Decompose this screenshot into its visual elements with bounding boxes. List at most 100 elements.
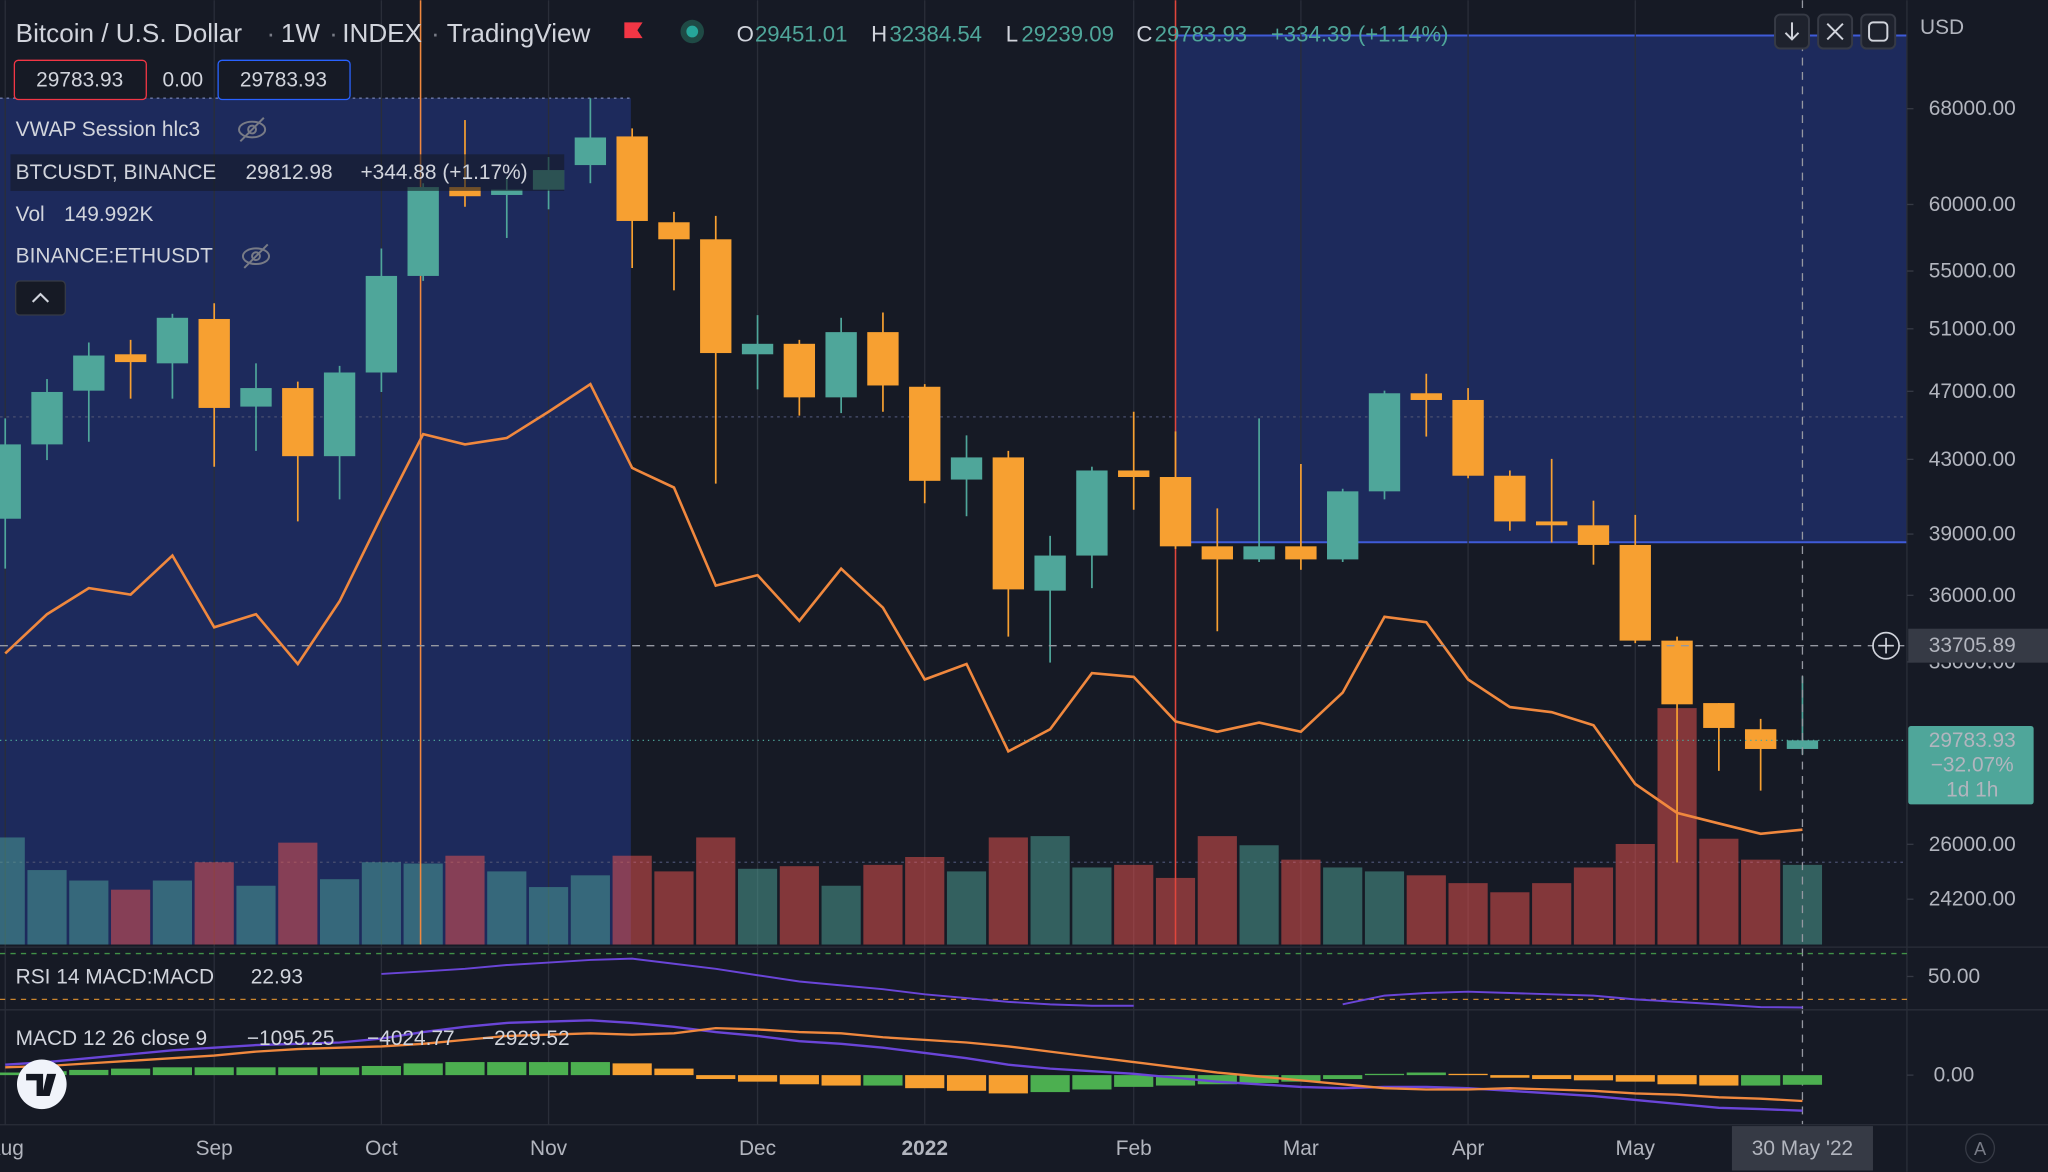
x-crosshair-box — [1731, 1126, 1873, 1171]
macd-histogram-bar — [236, 1067, 276, 1076]
signal-line — [5, 1026, 1803, 1103]
macd-histogram-bar — [1490, 1075, 1530, 1078]
macd-histogram-bar — [361, 1065, 401, 1076]
buy-price[interactable]: 29783.93 — [240, 68, 327, 91]
volume-bar — [27, 870, 67, 945]
buy-box[interactable] — [217, 59, 351, 101]
sell-price[interactable]: 29783.93 — [36, 68, 123, 91]
macd-histogram-bar — [1573, 1075, 1614, 1081]
candle-body — [1285, 546, 1317, 560]
candle-body — [700, 239, 732, 354]
candle-body — [783, 343, 816, 398]
volume-bar — [194, 862, 234, 945]
candle-body — [1494, 475, 1526, 522]
axis-layer: Aug Sep Oct Nov Dec 2022 Feb Mar Apr May 30 May '2… — [0, 97, 2048, 1171]
volume-bar — [236, 885, 276, 945]
button[interactable] — [1860, 13, 1897, 50]
collapse-button[interactable] — [15, 280, 66, 316]
flag-icon[interactable] — [624, 22, 643, 39]
volume-bar — [1448, 883, 1488, 945]
x-tick-label: May — [1616, 1137, 1656, 1160]
x-tick-label: Feb — [1116, 1137, 1152, 1160]
y-tick-label: 55000.00 — [1929, 260, 2016, 283]
volume-bar — [1364, 871, 1405, 945]
candle-body — [198, 318, 230, 408]
macd-histogram-bar — [194, 1067, 234, 1076]
x-tick-label: Dec — [739, 1137, 776, 1160]
collapse-icon — [31, 292, 50, 303]
macd-histogram-bar — [1030, 1075, 1070, 1093]
separator: · — [329, 18, 338, 48]
eye-icon[interactable] — [241, 243, 271, 269]
macd-histogram-bar — [1615, 1075, 1655, 1082]
macd-tick-label: 0.00 — [1934, 1064, 1975, 1087]
last-price-change: −32.07% — [1931, 754, 2014, 777]
candle-body — [1327, 491, 1359, 560]
candle-body — [407, 187, 439, 276]
logo[interactable] — [16, 1059, 67, 1110]
y-tick-label: 26000.00 — [1929, 833, 2016, 856]
candle-body — [1661, 640, 1693, 705]
eye-icon[interactable] — [238, 117, 267, 142]
macd-histogram-bar — [1448, 1073, 1488, 1076]
ohlc-change: +334.39 (+1.14%) — [1271, 22, 1449, 47]
volume-bar — [737, 868, 778, 945]
macd-histogram-bar — [1699, 1075, 1739, 1086]
y-tick-label: 43000.00 — [1929, 448, 2016, 471]
symbol-title: Bitcoin / U.S. Dollar — [16, 18, 243, 48]
macd-legend-value: −1095.25 — [247, 1027, 335, 1050]
macd-histogram-bar — [654, 1068, 694, 1076]
autoscale-button[interactable] — [1965, 1133, 1996, 1164]
legend-bg — [10, 154, 565, 191]
macd-histogram-bar — [1532, 1075, 1572, 1080]
sell-box[interactable] — [13, 59, 147, 101]
candle-body — [1243, 546, 1275, 560]
volume-bar — [320, 879, 360, 945]
macd-legend[interactable]: MACD 12 26 close 9 — [16, 1027, 207, 1050]
legend-compare[interactable]: BINANCE:ETHUSDT — [16, 245, 213, 268]
volume-bar — [988, 837, 1028, 945]
candle-body — [867, 332, 899, 386]
candle-body — [1577, 525, 1610, 545]
autoscale-label[interactable]: A — [1974, 1138, 1987, 1159]
candle-body — [1159, 477, 1192, 547]
candle-body — [1703, 703, 1735, 728]
volume-bar — [1699, 838, 1739, 945]
macd-histogram-bar — [320, 1067, 360, 1076]
status-dot — [686, 25, 699, 38]
candle-body — [1034, 555, 1066, 591]
currency[interactable]: USD — [1920, 16, 1964, 39]
legend-volume[interactable]: Vol — [16, 203, 45, 226]
y-tick-label: 68000.00 — [1929, 97, 2016, 120]
macd-histogram-bar — [570, 1062, 610, 1076]
macd-histogram-bar — [946, 1075, 987, 1091]
candle-body — [1201, 546, 1233, 560]
volume-bar — [69, 880, 109, 945]
volume-bar — [445, 855, 485, 945]
volume-bar — [1573, 867, 1614, 945]
volume-bar — [1532, 883, 1572, 945]
volume-bar — [779, 866, 819, 945]
macd-histogram-bar — [1364, 1073, 1405, 1076]
candle-body — [825, 332, 857, 398]
candle-body — [323, 372, 356, 457]
macd-histogram-bar — [737, 1075, 778, 1082]
legend-vwap[interactable]: VWAP Session hlc3 — [16, 118, 200, 141]
volume-bar — [152, 880, 192, 945]
candle-body — [992, 457, 1024, 590]
volume-bar — [528, 887, 569, 945]
ohlc-value: 29239.09 — [1021, 22, 1114, 47]
rsi-legend[interactable]: RSI 14 MACD:MACD — [16, 966, 214, 989]
volume-bar — [1239, 845, 1279, 945]
macd-legend-value: −2929.52 — [482, 1027, 570, 1050]
macd-histogram-bar — [905, 1075, 945, 1089]
candle-body — [0, 444, 21, 519]
y-tick-label: 60000.00 — [1929, 193, 2016, 216]
ohlc-value: 29451.01 — [755, 22, 848, 47]
candle-body — [950, 457, 983, 480]
legend-symbol[interactable]: BTCUSDT, BINANCE — [16, 161, 217, 184]
candle-body — [31, 391, 63, 445]
indicator-layer — [0, 952, 1907, 1112]
macd-histogram-bar — [1741, 1075, 1781, 1086]
